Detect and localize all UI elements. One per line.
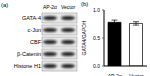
svg-text:CBF: CBF bbox=[30, 39, 42, 45]
html-text:(b): (b) bbox=[81, 1, 89, 7]
svg-text:(a): (a) bbox=[8, 2, 9, 8]
svg-text:Histone H1: Histone H1 bbox=[14, 63, 41, 69]
svg-text:AP-2α: AP-2α bbox=[108, 73, 122, 76]
svg-text:AP-2α: AP-2α bbox=[43, 4, 57, 10]
svg-text:Vector: Vector bbox=[61, 4, 76, 10]
svg-text:GATA4/GAPDH: GATA4/GAPDH bbox=[81, 20, 87, 55]
svg-text:GATA-4: GATA-4 bbox=[22, 15, 41, 21]
svg-text:c-Jun: c-Jun bbox=[28, 27, 41, 33]
svg-text:Vector: Vector bbox=[129, 73, 142, 76]
svg-text:1.0: 1.0 bbox=[93, 7, 100, 13]
svg-text:β-Catenin: β-Catenin bbox=[17, 51, 41, 57]
svg-text:0.0: 0.0 bbox=[93, 63, 100, 69]
svg-text:0.5: 0.5 bbox=[93, 35, 100, 41]
